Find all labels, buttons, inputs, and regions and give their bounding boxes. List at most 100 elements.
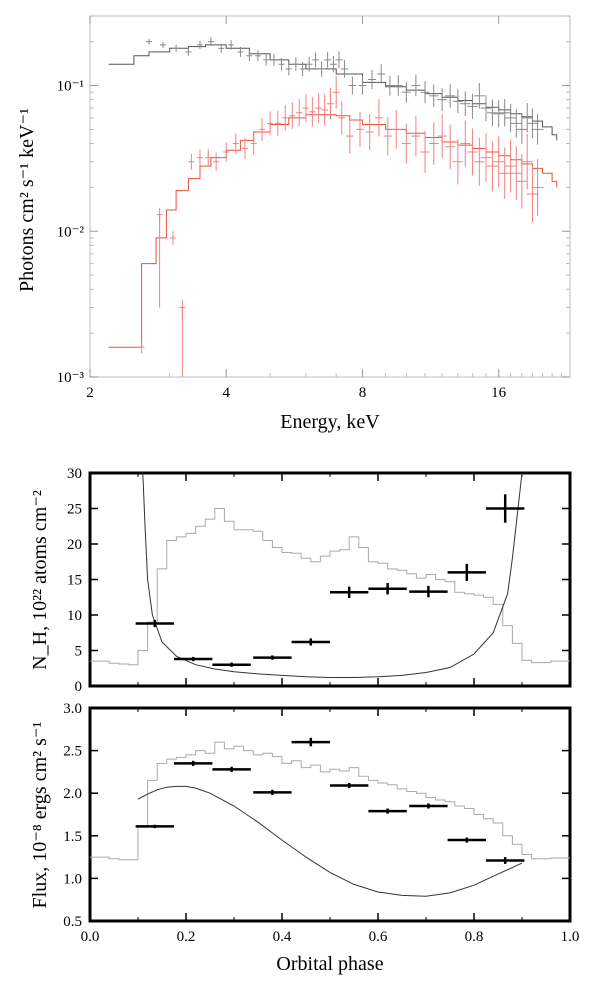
spectrum-b-point	[493, 136, 505, 188]
spectrum-b-point	[383, 117, 392, 156]
flux-data-point	[253, 789, 292, 795]
flux-panel: 0.0 0.2 0.4 0.6 0.8 1.0 0.5 1.0 1.5 2.0 2.5 3.0 Orb…	[29, 701, 579, 975]
column-density-panel: 0 5 10 15 20 25 30 N_H, 10²² atoms cm⁻²	[29, 466, 572, 695]
column-density-y-tick-label: 10	[67, 608, 82, 624]
spectrum-a-point	[246, 50, 253, 62]
spectrum-b-point	[516, 154, 528, 209]
flux-x-tick-label: 0.8	[465, 929, 484, 945]
spectrum-b-point	[213, 152, 220, 171]
spectrum-b-point	[391, 109, 401, 149]
spectrum-a-point	[237, 46, 244, 57]
flux-x-tick-label: 0.4	[273, 929, 292, 945]
spectrum-b-point	[487, 141, 498, 192]
spectrum-a-point	[452, 89, 463, 114]
flux-x-tick-label: 0.2	[177, 929, 196, 945]
column-density-data-point	[330, 586, 369, 598]
spectrum-panel: 2 4 8 16 10⁻¹ 10⁻² 10⁻³ Energy, keV Photons cm…	[16, 15, 571, 433]
spectrum-a-point	[377, 64, 386, 84]
spectrum-a-point	[474, 83, 485, 109]
spectrum-a-point	[385, 75, 395, 96]
spectrum-b-point	[374, 99, 383, 137]
spectrum-b-point	[338, 101, 346, 135]
spectrum-a-point	[263, 54, 270, 66]
spectrum-a-point	[218, 43, 225, 53]
column-density-y-tick-label: 0	[75, 679, 83, 695]
spectrum-a-point	[445, 84, 456, 108]
spectrum-b-point	[504, 139, 517, 193]
spectrum-b-point	[259, 118, 266, 141]
flux-data-point	[135, 824, 174, 829]
column-density-y-tick-label: 30	[67, 466, 82, 482]
flux-y-tick-label: 2.5	[63, 744, 82, 760]
flux-y-tick-label: 2.0	[63, 786, 82, 802]
spectrum-a-point	[437, 88, 447, 112]
spectrum-b-point	[250, 132, 257, 155]
flux-data-point	[486, 857, 525, 864]
model-b-line	[108, 114, 558, 348]
spectrum-b-point	[521, 134, 534, 190]
spectrum-a-point	[305, 56, 313, 72]
spectrum-b-point	[321, 94, 329, 126]
column-density-data-point	[486, 494, 525, 523]
spectrum-y-tick-label: 10⁻¹	[57, 79, 84, 95]
spectrum-b-point	[332, 75, 340, 109]
spectrum-a-point	[318, 61, 326, 77]
spectrum-b-point	[302, 94, 310, 123]
spectrum-a-point	[335, 51, 343, 69]
spectrum-b-point	[296, 99, 303, 127]
spectrum-a-point	[299, 61, 306, 76]
spectrum-b-point	[205, 148, 212, 167]
column-density-y-tick-label: 15	[67, 573, 82, 589]
spectrum-a-point	[460, 91, 471, 116]
spectrum-a-point	[401, 81, 411, 103]
spectrum-b-point	[365, 113, 374, 151]
spectrum-a-point	[185, 48, 192, 56]
spectrum-b-point	[445, 124, 456, 169]
spectrum-a-point	[504, 103, 517, 132]
spectrum-b-point	[223, 142, 230, 162]
spectrum-a-point	[254, 50, 261, 62]
spectrum-a-point	[228, 40, 235, 50]
spectrum-x-label: Energy, keV	[280, 411, 380, 433]
column-density-y-label: N_H, 10²² atoms cm⁻²	[29, 490, 51, 670]
spectrum-b-point	[232, 133, 239, 154]
spectrum-a-point	[394, 75, 403, 96]
spectrum-x-tick-label: 4	[222, 385, 230, 401]
column-density-y-tick-label: 5	[75, 644, 83, 660]
spectrum-b-point	[289, 102, 296, 129]
spectrum-b-point	[467, 128, 478, 176]
column-density-data-point	[368, 583, 407, 595]
spectrum-y-tick-label: 10⁻³	[57, 370, 85, 386]
spectrum-a-point	[368, 70, 377, 90]
flux-y-tick-label: 0.5	[63, 914, 82, 930]
flux-data-point	[447, 837, 486, 843]
spectrum-b-point	[480, 133, 492, 183]
column-density-data-point	[253, 655, 292, 660]
spectrum-a-point	[285, 62, 292, 76]
spectrum-a-point	[429, 84, 439, 108]
spectrum-a-point	[420, 81, 430, 104]
spectrum-y-tick-label: 10⁻²	[57, 224, 85, 240]
column-density-data-point	[212, 662, 251, 667]
spectrum-a-point	[411, 74, 421, 97]
spectrum-b-point	[282, 105, 289, 131]
flux-background-histogram	[90, 741, 570, 861]
spectrum-a-point	[145, 38, 152, 45]
flux-data-point	[409, 803, 448, 809]
spectrum-a-point	[493, 100, 505, 128]
spectrum-b-point	[309, 97, 316, 127]
spectrum-x-tick-label: 16	[491, 385, 507, 401]
spectrum-b-point	[401, 123, 411, 164]
column-density-model-curve	[142, 472, 523, 678]
spectrum-a-point	[499, 99, 511, 127]
flux-data-point	[330, 782, 369, 789]
column-density-data-point	[135, 619, 174, 628]
flux-plot-frame	[88, 706, 572, 923]
spectrum-b-point	[474, 137, 485, 186]
spectrum-b-point	[531, 158, 544, 216]
column-density-y-tick-label: 20	[67, 537, 82, 553]
flux-data-point	[291, 737, 330, 747]
spectrum-x-tick-label: 8	[359, 385, 367, 401]
spectrum-a-point	[526, 108, 539, 139]
